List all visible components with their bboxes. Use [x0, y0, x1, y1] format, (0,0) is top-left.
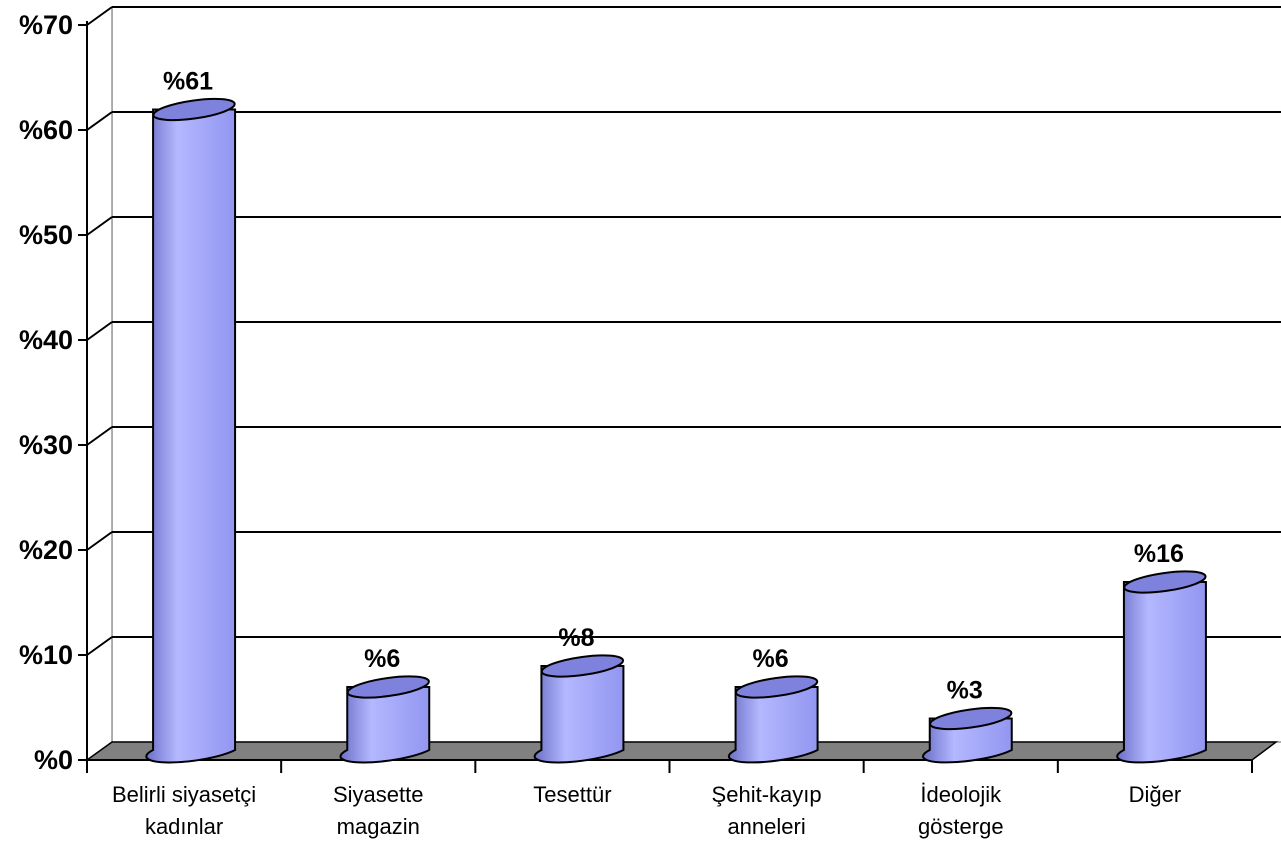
- gridline-side: [86, 111, 113, 131]
- y-tick-label: %40: [19, 325, 73, 355]
- bar-body: [1116, 581, 1207, 764]
- bar: [533, 654, 625, 764]
- y-tick-label: %60: [19, 115, 73, 145]
- bar-top: [1123, 570, 1207, 594]
- chart-walls: [86, 5, 1281, 762]
- data-label: %61: [163, 68, 213, 96]
- bar-body: [533, 665, 625, 764]
- gridline-side: [86, 6, 113, 26]
- data-label: %6: [753, 645, 789, 673]
- y-tick-label: %70: [19, 10, 73, 40]
- y-axis-ticks: %0 %10 %20 %30 %40 %50 %60 %70: [19, 10, 87, 775]
- data-label: %3: [947, 677, 983, 705]
- gridline-side: [86, 321, 113, 341]
- x-tick-label: Belirli siyasetçi kadınlar: [112, 782, 256, 839]
- bars: [145, 97, 1207, 764]
- bar: [922, 706, 1013, 764]
- x-tick-label: Siyasette magazin: [333, 782, 424, 839]
- x-tick-label: Şehit-kayıp anneleri: [712, 782, 822, 839]
- y-tick-label: %10: [19, 640, 73, 670]
- gridline-side: [86, 216, 113, 236]
- y-tick-label: %0: [34, 745, 73, 775]
- bar: [339, 675, 431, 764]
- data-label: %8: [558, 624, 594, 652]
- bar-body: [145, 108, 237, 764]
- chart-floor: [84, 741, 1279, 761]
- bar-body: [727, 686, 819, 764]
- bar-top: [734, 675, 819, 699]
- x-axis-ticks: Belirli siyasetçi kadınlar Siyasette magazi…: [86, 760, 1253, 839]
- x-tick-label: Diğer: [1129, 782, 1182, 807]
- data-labels: %61 %6 %8 %6 %3 %16: [163, 68, 1184, 705]
- bar: [145, 97, 237, 764]
- bar-top: [152, 97, 236, 122]
- bar-top: [346, 675, 430, 699]
- gridline-side: [86, 531, 113, 551]
- bar-top: [929, 706, 1013, 731]
- bar-body: [339, 686, 431, 764]
- gridlines: [86, 6, 1281, 656]
- gridline-side: [86, 636, 113, 656]
- data-label: %16: [1134, 540, 1184, 568]
- bar: [1116, 570, 1207, 764]
- back-wall: [111, 6, 1281, 743]
- data-label: %6: [364, 645, 400, 673]
- gridline-side: [86, 426, 113, 446]
- x-tick-label: Tesettür: [533, 782, 611, 807]
- bar-top: [540, 654, 625, 678]
- y-tick-label: %20: [19, 535, 73, 565]
- bar: [727, 675, 819, 764]
- y-tick-label: %50: [19, 220, 73, 250]
- x-tick-label: İdeolojik gösterge: [918, 782, 1004, 839]
- floor-plane: [84, 741, 1279, 761]
- y-tick-label: %30: [19, 430, 73, 460]
